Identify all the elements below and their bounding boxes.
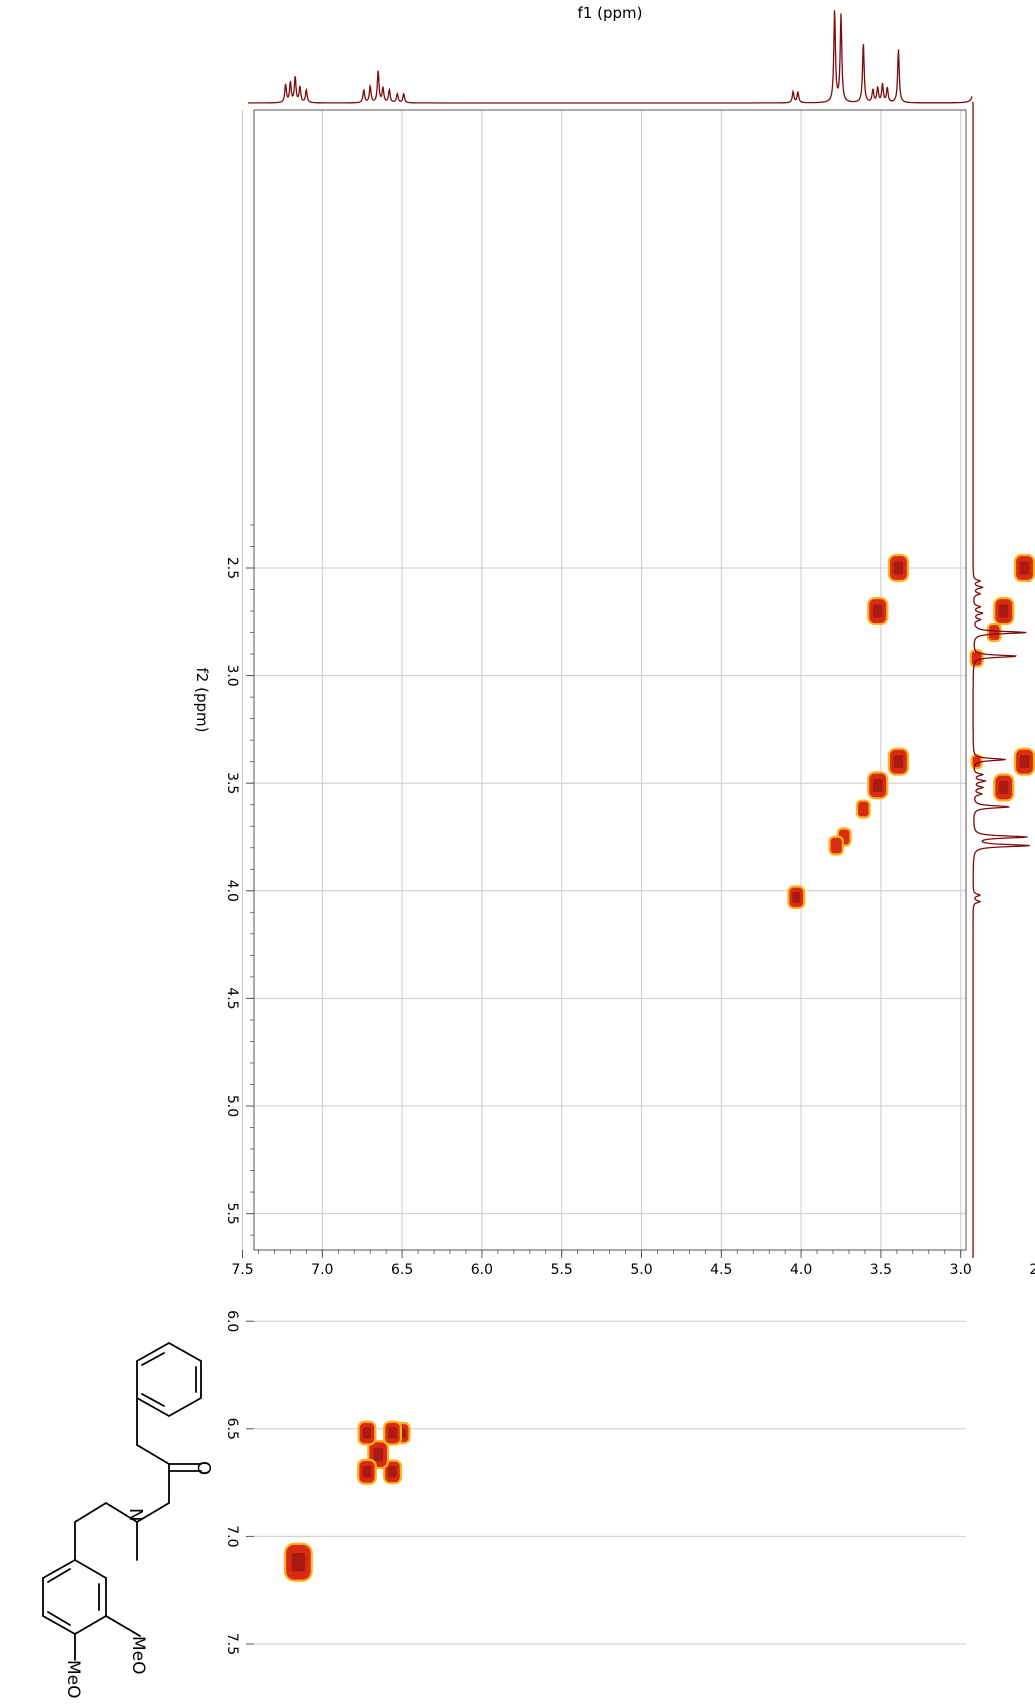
methoxy-label-1: MeO: [63, 1660, 83, 1699]
rotated-chart: 2.5 3.0 3.5 4.0 4.5 5.0 5.5 6.0 6.5 7.0 7.5 2.5 3.0 3…: [193, 4, 1035, 1655]
cross-peak-core: [388, 1466, 396, 1477]
cross-peak: [988, 624, 1001, 641]
cross-peak-core: [1020, 755, 1030, 768]
structure-labels: O N MeO MeO: [63, 1461, 214, 1699]
tick-label-f2: 2.5: [224, 557, 240, 579]
cross-peak-core: [999, 605, 1009, 618]
cross-peak-core: [1020, 562, 1030, 575]
cross-peak-core: [373, 1448, 383, 1461]
tick-label-f2: 5.0: [224, 1095, 240, 1117]
tick-label-f2: 3.5: [224, 772, 240, 794]
tick-label-f1: 6.5: [391, 1262, 413, 1278]
tick-label-f2: 7.5: [224, 1633, 240, 1655]
cross-peak: [830, 837, 843, 855]
tick-label-f2: 4.5: [224, 987, 240, 1009]
x-axis-label: f2 (ppm): [193, 668, 211, 733]
top-1d-spectrum: [973, 102, 1030, 1258]
cross-peak: [994, 598, 1013, 624]
cross-peak-body: [988, 624, 1001, 641]
plot-frame: [254, 110, 966, 1250]
ethyl-chain: [75, 1503, 106, 1560]
cross-peak-core: [363, 1427, 371, 1438]
cross-peak-core: [388, 1427, 396, 1438]
tick-label-f1: 7.5: [231, 1262, 253, 1278]
tick-label-f2: 6.0: [224, 1310, 240, 1332]
tick-label-f1: 2.5: [1029, 1262, 1035, 1278]
cross-peak-core: [894, 562, 904, 575]
cross-peak-core: [999, 781, 1009, 794]
tick-label-f2: 5.5: [224, 1202, 240, 1224]
tick-label-f1: 4.0: [790, 1262, 812, 1278]
cross-peak-core: [894, 755, 904, 768]
cross-peak: [857, 801, 870, 818]
methoxy-label-2: MeO: [128, 1636, 148, 1675]
benzyl-chain: [106, 1398, 169, 1522]
tick-label-f1: 3.5: [870, 1262, 892, 1278]
cross-peak: [384, 1422, 401, 1445]
tick-label-f1: 5.0: [630, 1262, 652, 1278]
dimethoxyphenyl-ring: [43, 1560, 106, 1634]
tick-label-f1: 7.0: [311, 1262, 333, 1278]
tick-label-f2: 4.0: [224, 880, 240, 902]
grid-lines: [243, 110, 1035, 1644]
cross-peak: [285, 1544, 312, 1581]
cross-peak: [868, 772, 887, 798]
cross-peak-core: [292, 1553, 305, 1571]
cross-peak: [359, 1422, 376, 1445]
phenyl-ring: [137, 1343, 201, 1416]
tick-label-f1: 6.0: [471, 1262, 493, 1278]
left-1d-spectrum: [248, 10, 972, 103]
cross-peak: [1015, 749, 1034, 775]
y-axis-label: f1 (ppm): [578, 4, 643, 22]
tick-label-f1: 5.5: [551, 1262, 573, 1278]
cross-peak: [358, 1460, 376, 1484]
cross-peak-body: [857, 801, 870, 818]
tick-label-f2: 3.0: [224, 664, 240, 686]
cross-peak-core: [363, 1466, 372, 1478]
amide-n-label: N: [125, 1508, 146, 1521]
ome-bond-2: [106, 1616, 140, 1636]
cross-peak: [889, 749, 908, 775]
tick-label-f2: 7.0: [224, 1525, 240, 1547]
tick-label-f1: 4.5: [710, 1262, 732, 1278]
tick-label-f1: 3.0: [950, 1262, 972, 1278]
cross-peaks: [285, 555, 1034, 1581]
cross-peak-core: [873, 605, 883, 618]
cross-peak-core: [792, 892, 800, 903]
cross-peak: [788, 887, 804, 908]
tick-label-f2: 6.5: [224, 1418, 240, 1440]
cross-peak: [868, 598, 887, 624]
chemical-structure: [43, 1343, 201, 1660]
cross-peak-body: [830, 837, 843, 855]
cross-peak: [889, 555, 908, 581]
carbonyl-o-label: O: [193, 1461, 214, 1475]
cross-peak-core: [873, 779, 883, 792]
cross-peak: [1015, 555, 1034, 581]
cross-peak: [994, 775, 1013, 801]
